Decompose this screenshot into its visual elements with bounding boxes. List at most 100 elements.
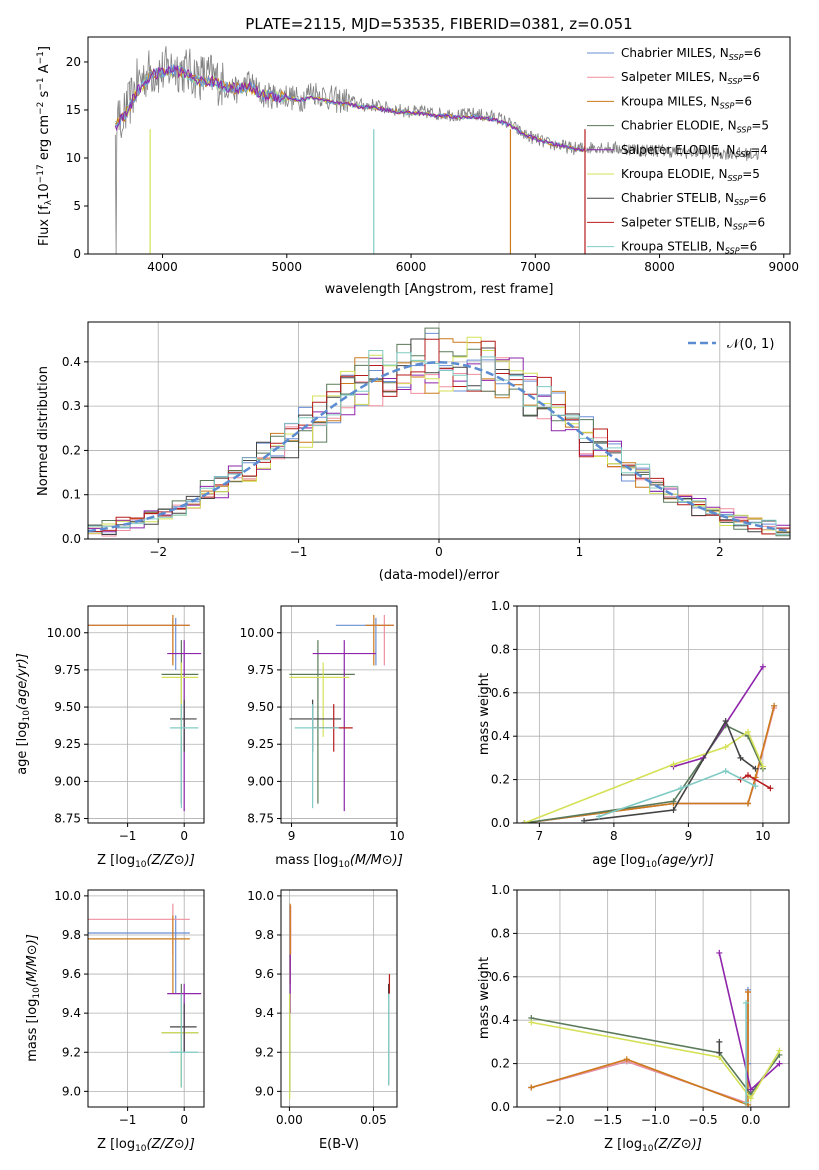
model-spectrum-line xyxy=(115,66,586,152)
model-spectrum-line xyxy=(114,64,586,153)
x-axis-label: wavelength [Angstrom, rest frame] xyxy=(325,282,554,297)
x-tick-label: 0 xyxy=(435,545,443,559)
plot-area xyxy=(528,949,783,1107)
weight-point-marker xyxy=(722,744,729,751)
y-tick-label: 9.00 xyxy=(54,774,81,788)
weight-series-line xyxy=(524,730,764,823)
legend-label: Chabrier ELODIE, NSSP=5 xyxy=(621,119,769,135)
y-tick-label: 0.2 xyxy=(491,1057,510,1071)
legend-label: Kroupa STELIB, NSSP=6 xyxy=(621,240,757,256)
legend-label: Salpeter STELIB, NSSP=6 xyxy=(621,215,765,231)
y-tick-label: 10 xyxy=(66,151,81,165)
x-tick-label: 9 xyxy=(685,829,693,843)
weight-point-marker xyxy=(745,772,752,779)
y-tick-label: 0.4 xyxy=(62,355,81,369)
x-tick-label: 6000 xyxy=(396,260,427,274)
weight-point-marker xyxy=(737,754,744,761)
histogram-series xyxy=(88,350,790,536)
weight-point-marker xyxy=(752,765,759,772)
y-tick-label: 1.0 xyxy=(491,599,510,613)
axes-frame xyxy=(280,605,398,824)
chart-weight_vs_Z: −2.0 −1.5 −1.0 −0.5 0.0 0.0 0.2 0.4 0.6 0.8 1.0 Z [… xyxy=(477,883,790,1154)
weight-point-marker xyxy=(521,820,528,823)
y-tick-label: 9.75 xyxy=(54,663,81,677)
y-tick-label: 8.75 xyxy=(247,812,274,826)
weight-point-marker xyxy=(722,718,729,725)
legend-label: Chabrier STELIB, NSSP=6 xyxy=(621,191,766,207)
weight-series-line xyxy=(531,992,749,1106)
legend-label: Kroupa ELODIE, NSSP=5 xyxy=(621,167,760,183)
weight-point-marker xyxy=(670,798,677,805)
chart-mass_vs_Z: −1 0 9.0 9.2 9.4 9.6 9.8 10.0 Z [log10(Z/Z⊙)] mas… xyxy=(25,889,205,1154)
weight-series-line xyxy=(531,1021,781,1100)
figure-title: PLATE=2115, MJD=53535, FIBERID=0381, z=0… xyxy=(245,15,632,33)
axes-frame xyxy=(516,605,790,824)
histogram-series xyxy=(88,357,790,533)
weight-point-marker xyxy=(670,806,677,813)
x-tick-label: 10 xyxy=(389,829,404,843)
x-tick-label: 4000 xyxy=(147,260,178,274)
y-axis-label: Flux [fλ10−17 erg cm−2 s−1 A−1] xyxy=(36,46,54,246)
x-tick-label: 0.05 xyxy=(360,1113,387,1127)
x-tick-label: −1.5 xyxy=(593,1113,622,1127)
y-tick-label: 9.6 xyxy=(255,967,274,981)
x-tick-label: −2.0 xyxy=(545,1113,574,1127)
axes-frame xyxy=(87,36,791,255)
y-tick-label: 9.25 xyxy=(54,737,81,751)
x-tick-label: 8000 xyxy=(644,260,675,274)
y-tick-label: 10.00 xyxy=(240,626,274,640)
weight-point-marker xyxy=(716,1049,723,1056)
weight-series-line xyxy=(524,707,775,823)
x-tick-label: 0.0 xyxy=(741,1113,760,1127)
plot-area xyxy=(88,903,202,1088)
weight-point-marker xyxy=(722,767,729,774)
y-axis-label: age [log10(age/yr)] xyxy=(15,653,32,775)
chart-weight_vs_age: 7 8 9 10 0.0 0.2 0.4 0.6 0.8 1.0 age [log10(age/yr… xyxy=(477,599,790,870)
x-tick-label: −1 xyxy=(119,1113,137,1127)
x-axis-label: mass [log10(M/M⊙)] xyxy=(275,853,403,870)
x-tick-label: −2 xyxy=(149,545,167,559)
model-spectrum-line xyxy=(114,64,586,153)
weight-point-marker xyxy=(745,728,752,735)
x-tick-label: 8 xyxy=(610,829,618,843)
x-tick-label: 7 xyxy=(536,829,544,843)
x-axis-label: age [log10(age/yr)] xyxy=(592,853,714,870)
x-tick-label: −1.0 xyxy=(641,1113,670,1127)
x-tick-label: 5000 xyxy=(272,260,303,274)
legend-label: Salpeter MILES, NSSP=6 xyxy=(621,70,760,86)
x-tick-label: −1 xyxy=(119,829,137,843)
y-tick-label: 9.00 xyxy=(247,774,274,788)
y-axis-label: mass [log10(M/M⊙)] xyxy=(25,934,42,1062)
x-tick-label: −0.5 xyxy=(689,1113,718,1127)
weight-point-marker xyxy=(767,785,774,792)
weight-point-marker xyxy=(595,813,602,820)
weight-series-line xyxy=(598,770,756,818)
weight-series-line xyxy=(531,991,749,1104)
x-tick-label: 7000 xyxy=(520,260,551,274)
y-tick-label: 0.8 xyxy=(491,642,510,656)
weight-point-marker xyxy=(743,1099,750,1106)
plot-area xyxy=(88,614,202,812)
y-tick-label: 0 xyxy=(73,247,81,261)
weight-point-marker xyxy=(528,1019,535,1026)
y-tick-label: 9.8 xyxy=(62,928,81,942)
weight-series-line xyxy=(673,666,764,768)
y-tick-label: 0.3 xyxy=(62,399,81,413)
y-tick-label: 9.4 xyxy=(255,1006,274,1020)
x-axis-label: (data-model)/error xyxy=(379,568,500,583)
weight-point-marker xyxy=(747,1095,754,1102)
weight-point-marker xyxy=(776,1047,783,1054)
plot-area xyxy=(289,614,394,812)
y-tick-label: 9.75 xyxy=(247,663,274,677)
x-axis-label: Z [log10(Z/Z⊙)] xyxy=(97,1137,195,1154)
x-axis-label: E(B-V) xyxy=(319,1137,359,1152)
y-axis-label: mass weight xyxy=(477,957,492,1039)
x-axis-label: Z [log10(Z/Z⊙)] xyxy=(604,1137,702,1154)
x-tick-label: 9 xyxy=(288,829,296,843)
x-tick-label: 9000 xyxy=(769,260,800,274)
weight-point-marker xyxy=(716,949,723,956)
y-tick-label: 0.8 xyxy=(491,926,510,940)
y-tick-label: 20 xyxy=(66,55,81,69)
axes-frame xyxy=(87,605,205,824)
